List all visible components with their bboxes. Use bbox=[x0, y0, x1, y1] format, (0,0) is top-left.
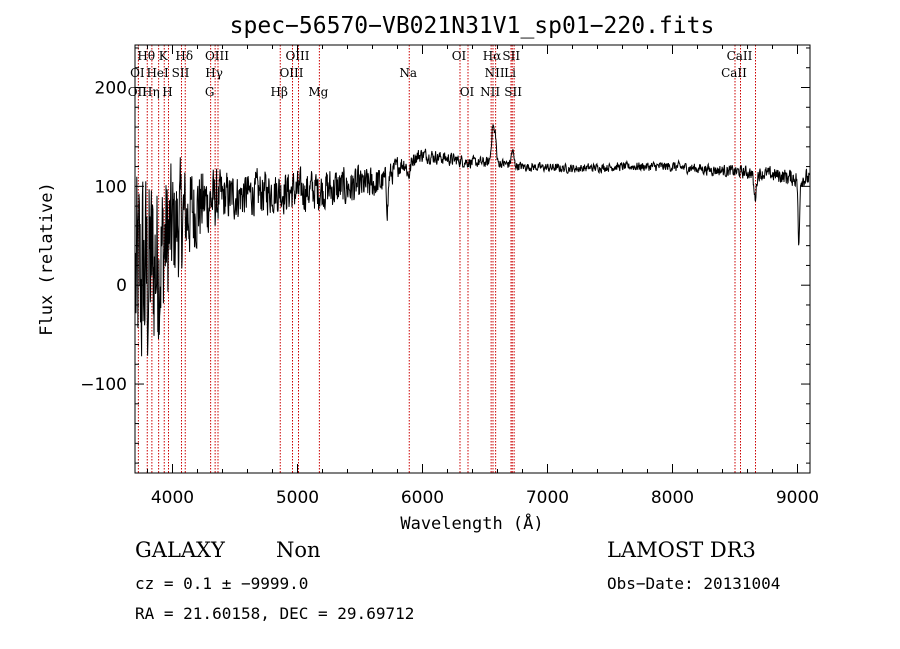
y-tick-label: 0 bbox=[116, 276, 127, 296]
coordinates-text: RA = 21.60158, DEC = 29.69712 bbox=[135, 604, 415, 623]
line-marker-label: Hβ bbox=[271, 85, 288, 99]
line-marker-label: OIII bbox=[285, 49, 309, 63]
y-axis-label: Flux (relative) bbox=[37, 182, 57, 336]
line-marker-label: OIII bbox=[279, 66, 303, 80]
x-tick-label: 9000 bbox=[776, 488, 819, 508]
line-marker-label: Na bbox=[399, 66, 417, 80]
line-marker-label: Li bbox=[504, 66, 516, 80]
line-marker-label: OI bbox=[130, 66, 145, 80]
obs-date-text: Obs−Date: 20131004 bbox=[607, 574, 781, 593]
survey-label: LAMOST DR3 bbox=[607, 538, 756, 562]
line-marker-label: H bbox=[162, 85, 172, 99]
line-marker-label: OII bbox=[128, 85, 148, 99]
line-marker-label: SII bbox=[504, 85, 522, 99]
line-marker-label: Hδ bbox=[175, 49, 193, 63]
line-marker-label: Mg bbox=[308, 85, 328, 99]
x-axis-label: Wavelength (Å) bbox=[400, 512, 543, 534]
x-tick-label: 6000 bbox=[401, 488, 444, 508]
line-marker-label: OI bbox=[452, 49, 467, 63]
line-marker-label: SII bbox=[172, 66, 190, 80]
x-tick-label: 5000 bbox=[276, 488, 319, 508]
line-marker-label: Hγ bbox=[205, 66, 223, 80]
spectrum-line bbox=[135, 124, 810, 357]
x-tick-label: 4000 bbox=[151, 488, 194, 508]
subclass-label: Non bbox=[276, 538, 321, 562]
line-marker-label: Hη bbox=[142, 85, 160, 99]
line-marker-labels: OIIOIHθHηHeIKHSIIHδGHγOIIIHβOIIIOIIIMgNa… bbox=[128, 49, 753, 99]
y-axis: −100 0 100 200 bbox=[80, 47, 810, 464]
redshift-text: cz = 0.1 ± −9999.0 bbox=[135, 574, 309, 593]
x-tick-label: 7000 bbox=[526, 488, 569, 508]
line-marker-label: G bbox=[205, 85, 215, 99]
y-tick-label: −100 bbox=[80, 375, 127, 395]
line-marker-label: NII bbox=[485, 66, 505, 80]
y-tick-label: 100 bbox=[95, 177, 127, 197]
line-marker-label: HeI bbox=[146, 66, 169, 80]
x-axis: 4000 5000 6000 7000 8000 9000 bbox=[147, 45, 819, 508]
chart-title: spec−56570−VB021N31V1_sp01−220.fits bbox=[230, 13, 715, 39]
line-markers bbox=[137, 45, 756, 473]
line-marker-label: OI bbox=[460, 85, 475, 99]
line-marker-label: CaII bbox=[721, 66, 747, 80]
line-marker-label: OIII bbox=[205, 49, 229, 63]
line-marker-label: SII bbox=[502, 49, 520, 63]
line-marker-label: Hα bbox=[483, 49, 502, 63]
line-marker-label: Hθ bbox=[137, 49, 155, 63]
y-tick-label: 200 bbox=[95, 79, 127, 99]
line-marker-label: K bbox=[159, 49, 169, 63]
class-label: GALAXY bbox=[135, 538, 225, 562]
line-marker-label: NII bbox=[480, 85, 500, 99]
plot-frame bbox=[134, 44, 811, 474]
line-marker-label: CaII bbox=[727, 49, 753, 63]
x-tick-label: 8000 bbox=[651, 488, 694, 508]
